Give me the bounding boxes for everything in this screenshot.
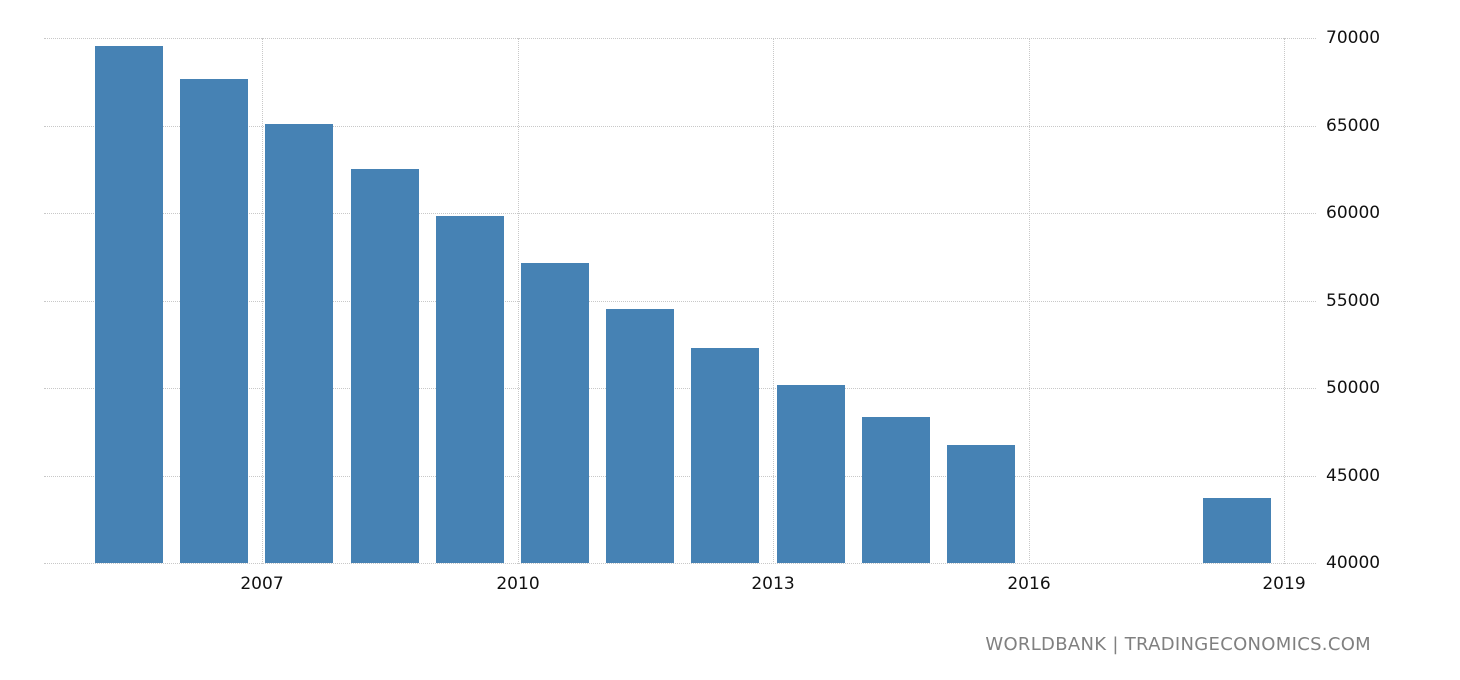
bar-2010: [521, 263, 589, 563]
horizontal-gridline: [44, 301, 1316, 302]
x-tick-label: 2013: [751, 574, 795, 594]
horizontal-gridline: [44, 563, 1316, 564]
bar-2012: [691, 348, 759, 563]
bar-2011: [606, 309, 674, 563]
horizontal-gridline: [44, 126, 1316, 127]
bar-2015: [947, 445, 1015, 563]
horizontal-gridline: [44, 213, 1316, 214]
bar-2018: [1203, 498, 1271, 563]
y-tick-label: 65000: [1326, 116, 1381, 136]
source-credit: WORLDBANK | TRADINGECONOMICS.COM: [985, 634, 1371, 655]
bar-2007: [265, 124, 333, 563]
x-tick-label: 2010: [496, 574, 540, 594]
y-tick-label: 50000: [1326, 378, 1381, 398]
bar-2008: [351, 169, 419, 563]
bar-2006: [180, 79, 248, 563]
vertical-gridline: [1029, 38, 1030, 564]
bar-2009: [436, 216, 504, 563]
bar-2013: [777, 385, 845, 563]
horizontal-gridline: [44, 476, 1316, 477]
vertical-gridline: [1284, 38, 1285, 564]
horizontal-gridline: [44, 388, 1316, 389]
horizontal-gridline: [44, 38, 1316, 39]
y-tick-label: 40000: [1326, 553, 1381, 573]
y-tick-label: 60000: [1326, 203, 1381, 223]
y-tick-label: 55000: [1326, 291, 1381, 311]
vertical-gridline: [773, 38, 774, 564]
vertical-gridline: [518, 38, 519, 564]
vertical-gridline: [262, 38, 263, 564]
bar-2005: [95, 46, 163, 563]
x-tick-label: 2016: [1007, 574, 1051, 594]
x-tick-label: 2019: [1262, 574, 1306, 594]
y-tick-label: 70000: [1326, 28, 1381, 48]
y-tick-label: 45000: [1326, 466, 1381, 486]
bar-2014: [862, 417, 930, 563]
x-tick-label: 2007: [240, 574, 284, 594]
